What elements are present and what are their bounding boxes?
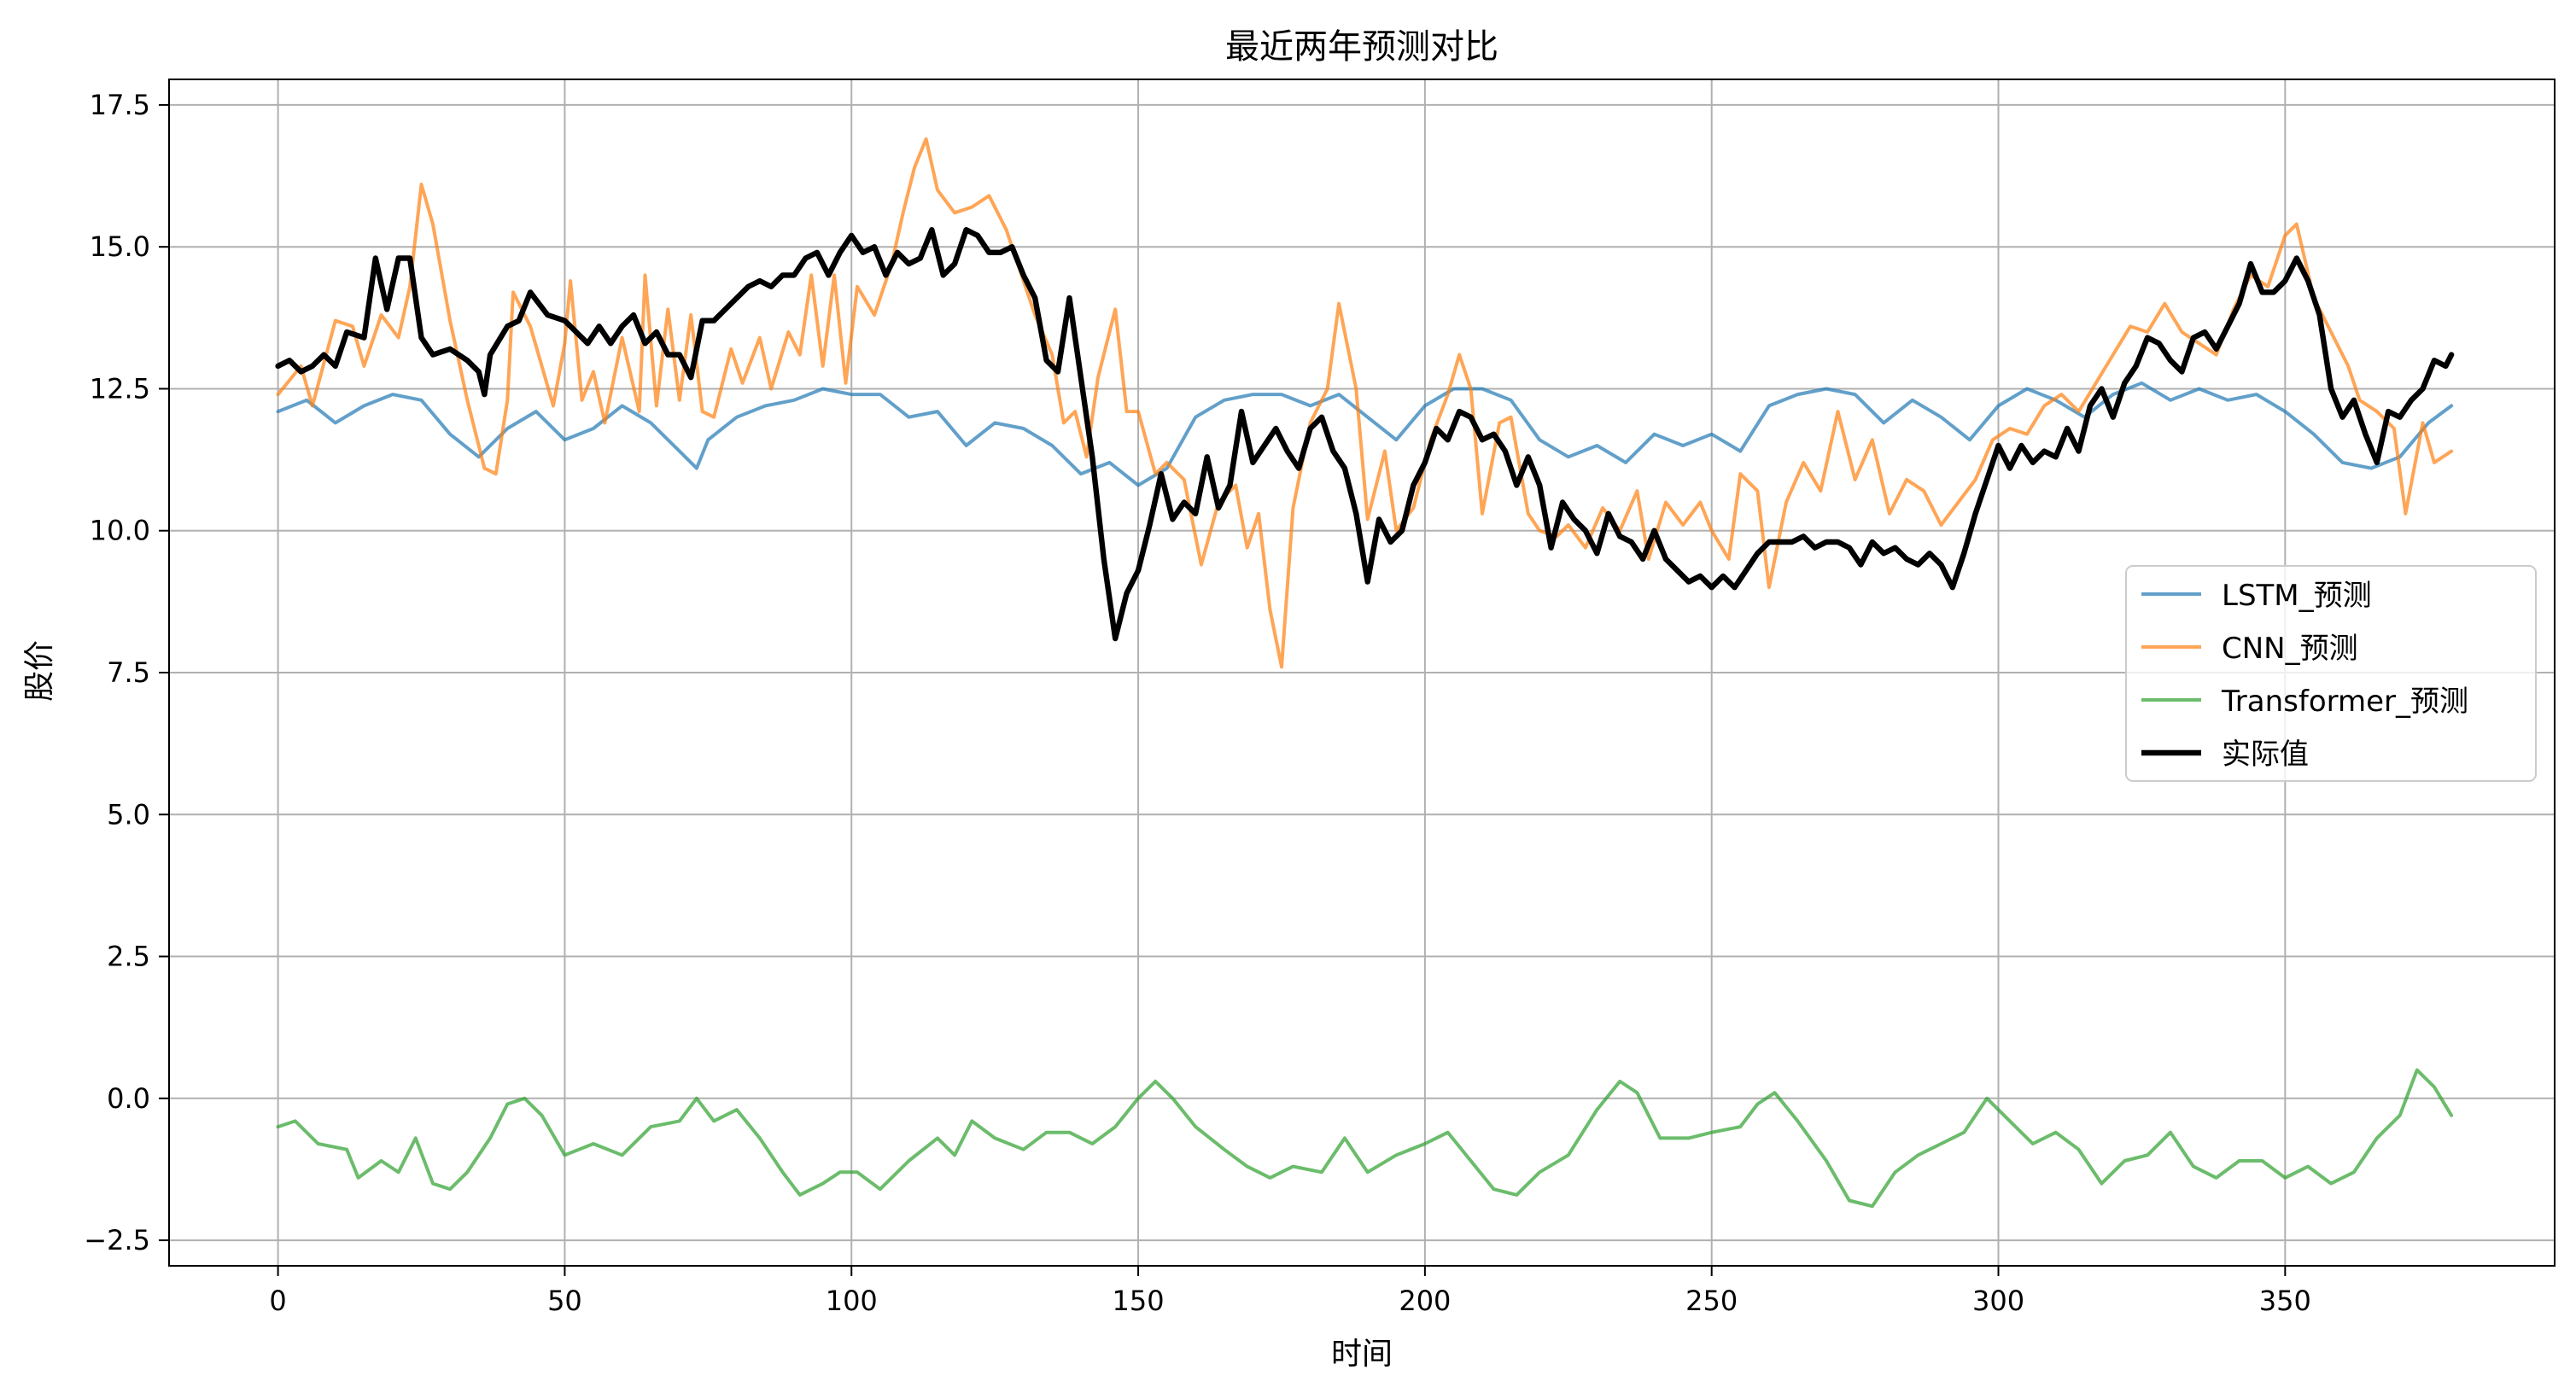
y-tick-label: −2.5 <box>84 1224 150 1256</box>
legend-label-cnn: CNN_预测 <box>2222 632 2358 666</box>
series-line-transformer <box>276 1068 2454 1209</box>
x-tick-label: 250 <box>1685 1285 1738 1317</box>
series-lines <box>275 137 2455 1209</box>
y-tick-label: 5.0 <box>107 798 150 831</box>
y-tick-label: 10.0 <box>90 515 150 547</box>
legend-label-lstm: LSTM_预测 <box>2222 579 2372 613</box>
x-axis-label: 时间 <box>1331 1337 1393 1372</box>
y-tick-label: 7.5 <box>107 656 150 689</box>
legend: LSTM_预测 CNN_预测 Transformer_预测 实际值 <box>2125 565 2537 782</box>
legend-box <box>2125 565 2537 782</box>
series-line-cnn <box>276 137 2454 669</box>
y-tick-label: 2.5 <box>107 941 150 973</box>
x-tick-label: 100 <box>826 1285 878 1317</box>
x-tick-label: 0 <box>269 1285 286 1317</box>
x-tick-label: 50 <box>547 1285 582 1317</box>
y-axis-label: 股价 <box>22 640 57 702</box>
x-tick-label: 150 <box>1113 1285 1165 1317</box>
y-tick-label: 12.5 <box>90 372 150 405</box>
x-tick-label: 200 <box>1399 1285 1451 1317</box>
legend-label-transformer: Transformer_预测 <box>2221 685 2468 719</box>
x-tick-label: 350 <box>2259 1285 2311 1317</box>
x-tick-label: 300 <box>1972 1285 2024 1317</box>
y-tick-label: 17.5 <box>90 89 150 121</box>
chart-title: 最近两年预测对比 <box>1225 27 1498 67</box>
y-tick-label: 15.0 <box>90 230 150 263</box>
y-axis-ticks: −2.5 0.0 2.5 5.0 7.5 10.0 12.5 15.0 17.5 <box>84 89 169 1256</box>
y-tick-label: 0.0 <box>107 1082 150 1115</box>
series-line-actual <box>275 227 2455 642</box>
x-axis-ticks: 0 50 100 150 200 250 300 350 <box>269 1266 2311 1317</box>
legend-label-actual: 实际值 <box>2222 737 2309 772</box>
